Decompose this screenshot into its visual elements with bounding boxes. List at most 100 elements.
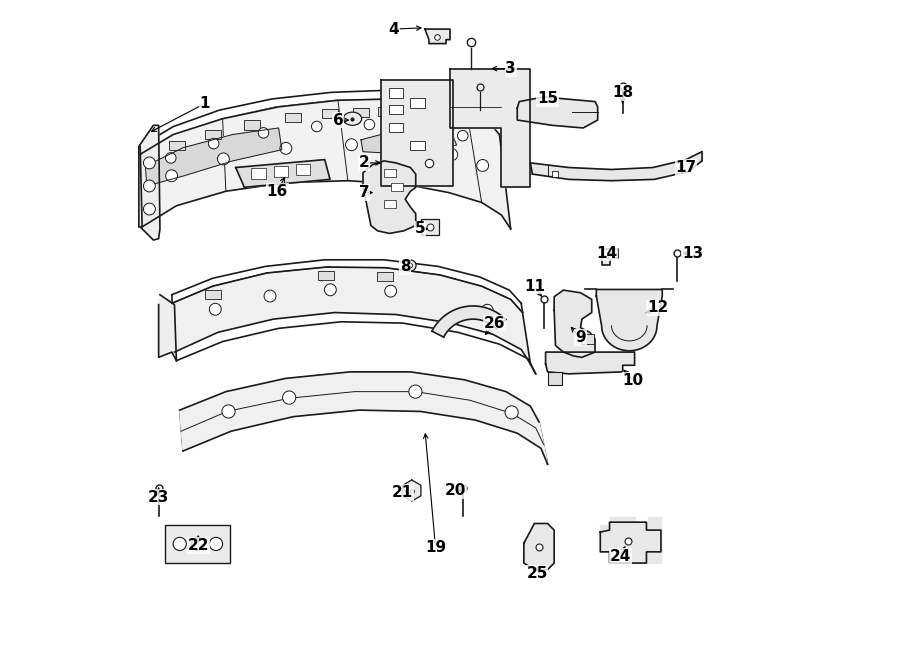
Polygon shape [172,267,530,364]
Text: 4: 4 [389,22,400,36]
Circle shape [311,121,322,132]
Circle shape [173,538,186,551]
Bar [389,122,403,132]
Circle shape [143,157,156,169]
Text: 11: 11 [524,279,544,294]
Text: 20: 20 [445,483,466,498]
Polygon shape [600,522,661,563]
Polygon shape [139,125,160,240]
Bar [166,525,230,563]
Text: 24: 24 [609,549,631,564]
Circle shape [166,153,176,164]
Polygon shape [518,97,598,128]
Ellipse shape [343,112,362,125]
Circle shape [324,284,337,296]
Polygon shape [554,290,595,357]
Circle shape [143,180,156,192]
Bar [169,141,185,150]
Bar [410,98,425,107]
Text: 8: 8 [400,259,410,274]
Bar [547,372,562,385]
Bar [410,141,425,150]
Polygon shape [146,128,282,186]
Polygon shape [140,99,510,229]
Text: 22: 22 [187,538,209,553]
Bar [296,164,310,175]
Text: 14: 14 [597,246,617,261]
Bar [377,271,393,281]
Polygon shape [597,289,662,351]
Text: 1: 1 [200,96,210,111]
Circle shape [384,285,397,297]
Circle shape [192,538,205,551]
Polygon shape [236,160,330,187]
Polygon shape [634,517,661,563]
Circle shape [404,142,416,154]
Circle shape [446,149,458,161]
Text: 9: 9 [575,330,586,345]
Text: 10: 10 [623,373,644,388]
Bar [353,108,369,117]
Circle shape [222,405,235,418]
Circle shape [218,153,230,165]
Polygon shape [381,81,454,186]
Text: 19: 19 [425,540,446,555]
Polygon shape [600,517,648,537]
Bar [205,130,220,139]
Text: 12: 12 [647,301,669,315]
Bar [285,113,301,122]
Text: 16: 16 [266,184,288,199]
Text: 21: 21 [392,485,413,500]
Text: 15: 15 [537,91,558,107]
Text: 2: 2 [359,156,370,170]
Circle shape [364,119,374,130]
Bar [205,290,220,299]
Bar [580,334,594,344]
Circle shape [283,391,296,404]
Bar [421,219,439,235]
Text: 7: 7 [359,185,370,200]
Polygon shape [530,152,702,181]
Polygon shape [450,69,530,187]
Bar [274,166,288,177]
Circle shape [482,305,493,316]
Circle shape [143,203,156,215]
Bar [378,107,394,117]
Circle shape [258,128,269,138]
Bar [384,169,396,177]
Polygon shape [363,161,416,234]
Circle shape [416,122,427,132]
Text: 18: 18 [612,85,634,100]
Circle shape [409,385,422,399]
Bar [391,183,402,191]
Polygon shape [432,306,506,337]
Polygon shape [524,524,554,569]
Text: 26: 26 [484,316,506,330]
Bar [251,168,266,179]
Text: 6: 6 [333,113,343,128]
Text: 23: 23 [148,490,169,504]
Polygon shape [425,29,450,44]
Text: 3: 3 [505,61,516,76]
Text: 13: 13 [682,246,703,261]
Circle shape [505,406,518,419]
Circle shape [264,290,276,302]
Bar [322,109,338,118]
Circle shape [166,170,177,181]
Circle shape [210,303,221,315]
Bar [389,105,403,114]
Polygon shape [545,352,634,374]
Circle shape [346,139,357,151]
Polygon shape [402,480,421,501]
Bar [244,120,259,130]
Polygon shape [601,249,618,265]
Circle shape [457,130,468,141]
Circle shape [477,160,489,171]
Bar [384,201,396,209]
Text: 25: 25 [526,566,548,581]
Polygon shape [180,372,547,464]
Circle shape [209,138,219,149]
Polygon shape [361,125,456,154]
Bar [389,89,403,97]
Bar [319,271,334,280]
